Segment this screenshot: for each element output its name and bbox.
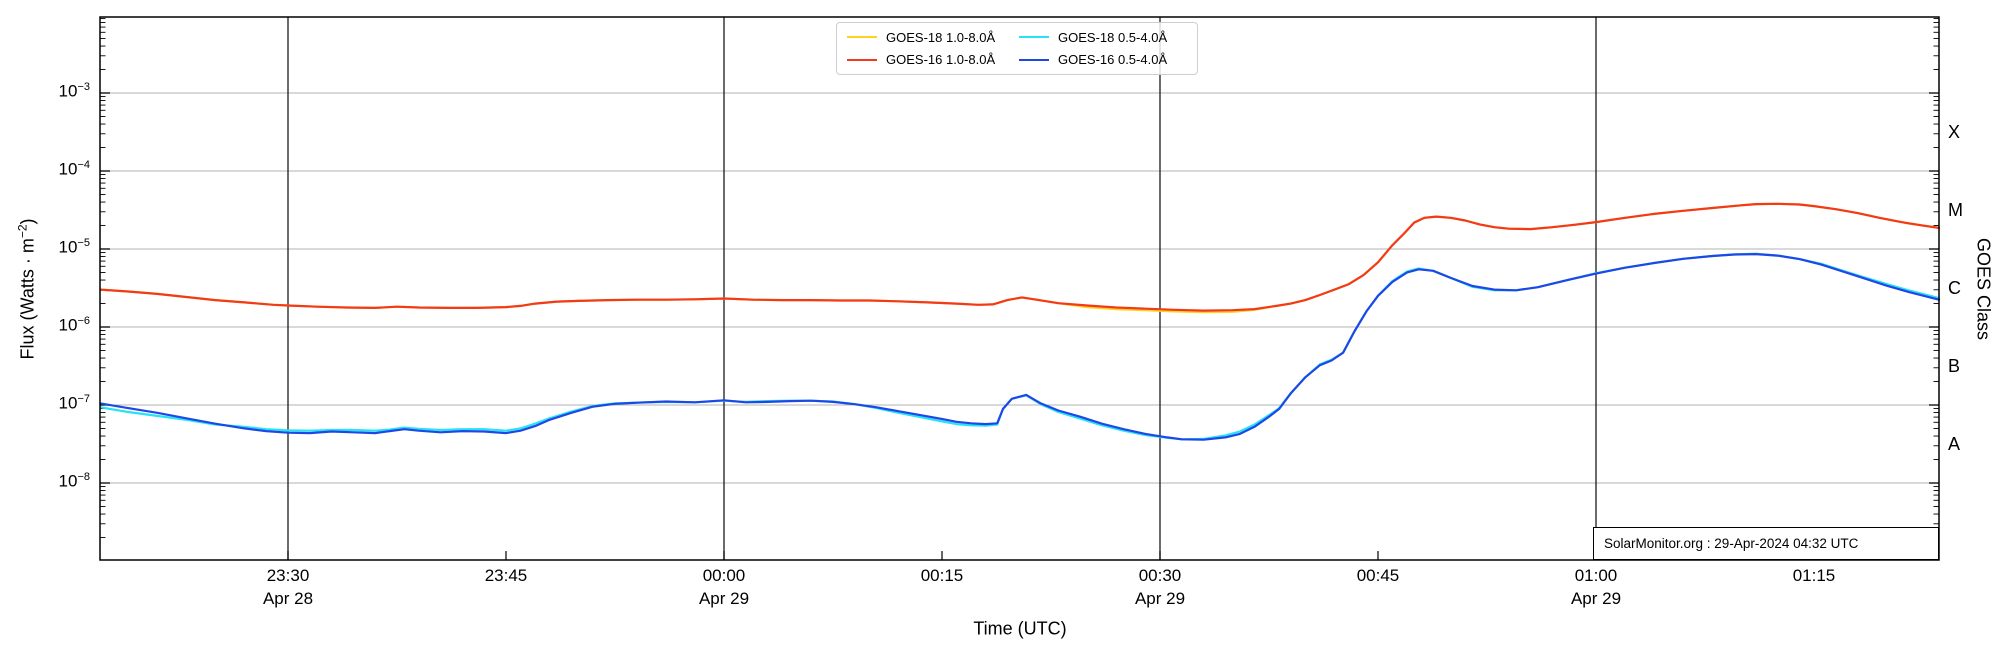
flux-curve [99,252,1941,441]
x-tick-label: 23:30 [266,566,310,585]
legend-entry: GOES-16 1.0-8.0Å [847,52,1019,67]
y-axis-label-right: GOES Class [1973,237,1994,341]
x-tick-date-label: Apr 28 [262,589,314,608]
y-tick-label: 10−5 [58,237,90,257]
x-tick-label: 23:45 [484,566,528,585]
y-tick-label: 10−8 [58,471,90,491]
legend-entry: GOES-18 0.5-4.0Å [1019,30,1191,45]
legend-entry: GOES-16 0.5-4.0Å [1019,52,1191,67]
legend: GOES-18 1.0-8.0Å GOES-16 1.0-8.0Å GOES-18 … [836,22,1198,75]
y-tick-label: 10−6 [58,315,90,335]
goes-class-letter: A [1948,434,1961,454]
x-tick-label: 01:00 [1574,566,1618,585]
plot-border [99,16,1940,561]
x-tick-date-label: Apr 29 [698,589,750,608]
goes-class-letter: B [1948,356,1961,376]
legend-entry: GOES-18 1.0-8.0Å [847,30,1019,45]
goes-class-letter: C [1948,278,1961,298]
legend-swatch [847,58,877,61]
y-tick-label: 10−7 [58,393,90,413]
legend-label: GOES-16 0.5-4.0Å [1058,52,1168,68]
x-tick-label: 00:15 [920,566,964,585]
legend-swatch [847,36,877,39]
x-tick-date-label: Apr 29 [1570,589,1622,608]
legend-swatch [1019,36,1049,39]
x-axis-label: Time (UTC) [973,618,1067,639]
flux-curve [99,202,1941,314]
legend-label: GOES-16 1.0-8.0Å [886,52,996,68]
x-tick-label: 00:00 [702,566,746,585]
y-tick-label: 10−3 [58,81,90,101]
goes-class-letter: M [1948,200,1963,220]
legend-label: GOES-18 1.0-8.0Å [886,29,996,45]
x-tick-label: 01:15 [1792,566,1836,585]
flux-curve [99,253,1941,441]
watermark-text: SolarMonitor.org : 29-Apr-2024 04:32 UTC [1604,536,1859,551]
flux-curve [99,202,1941,312]
x-tick-label: 00:30 [1138,566,1182,585]
watermark-box: SolarMonitor.org : 29-Apr-2024 04:32 UTC [1593,527,1939,560]
y-tick-label: 10−4 [58,159,90,179]
legend-swatch [1019,58,1049,61]
legend-label: GOES-18 0.5-4.0Å [1058,29,1168,45]
x-tick-label: 00:45 [1356,566,1400,585]
x-tick-date-label: Apr 29 [1134,589,1186,608]
goes-class-letter: X [1948,122,1961,142]
